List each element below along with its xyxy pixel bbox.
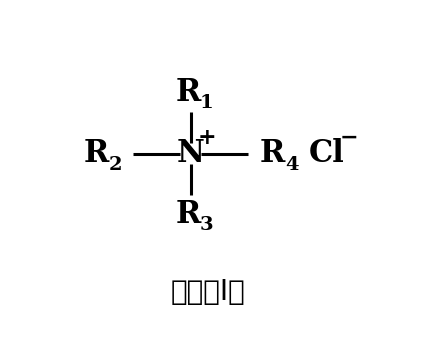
Text: 3: 3 xyxy=(200,216,214,234)
Text: R: R xyxy=(84,138,109,169)
Text: R: R xyxy=(175,77,201,108)
Text: Cl: Cl xyxy=(308,138,344,169)
Text: R: R xyxy=(260,138,286,169)
Text: 4: 4 xyxy=(285,156,298,174)
Text: −: − xyxy=(340,127,359,149)
Text: R: R xyxy=(175,199,201,230)
Text: 2: 2 xyxy=(109,156,122,174)
Text: N: N xyxy=(177,138,205,169)
Text: 通式（I）: 通式（I） xyxy=(170,278,245,306)
Text: +: + xyxy=(198,127,216,149)
Text: 1: 1 xyxy=(200,94,214,112)
